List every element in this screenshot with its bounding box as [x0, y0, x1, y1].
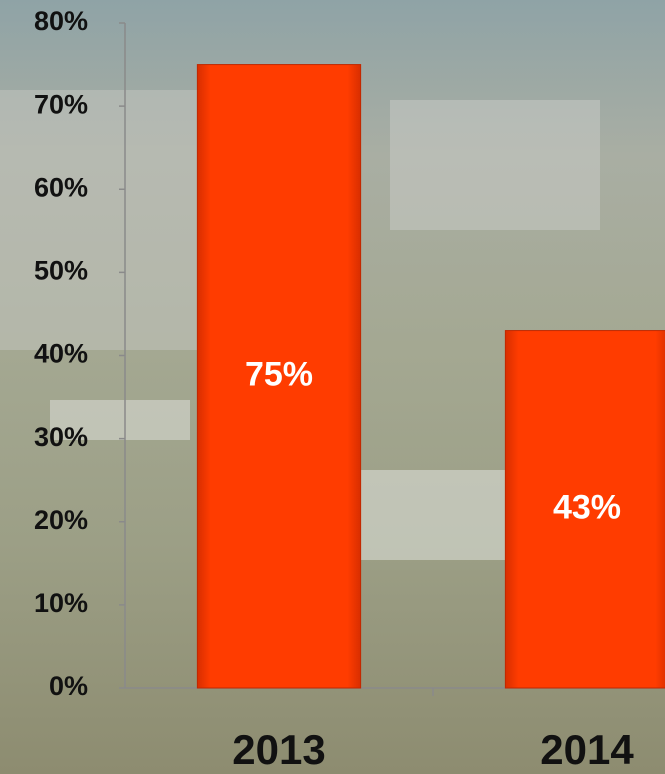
value-label: 75%: [245, 355, 313, 393]
y-tick-label: 80%: [34, 6, 88, 36]
background-building: [0, 90, 200, 350]
chart: 0% 10% 20% 30% 40% 50% 60% 70% 80% 2013 75% 2014 43%: [0, 0, 665, 774]
x-tick-label: 2013: [232, 726, 325, 773]
y-tick-label: 30%: [34, 422, 88, 452]
y-tick-label: 10%: [34, 588, 88, 618]
y-tick-label: 60%: [34, 172, 88, 202]
background-building: [360, 470, 510, 560]
y-tick-label: 50%: [34, 256, 88, 286]
y-tick-label: 40%: [34, 339, 88, 369]
value-label: 43%: [553, 488, 621, 526]
page: 0% 10% 20% 30% 40% 50% 60% 70% 80% 2013 75% 2014 43%…: [0, 0, 665, 774]
y-tick-label: 70%: [34, 89, 88, 119]
y-tick-label: 20%: [34, 505, 88, 535]
x-tick-label: 2014: [540, 726, 634, 773]
y-tick-label: 0%: [49, 671, 88, 701]
background-building: [390, 100, 600, 230]
